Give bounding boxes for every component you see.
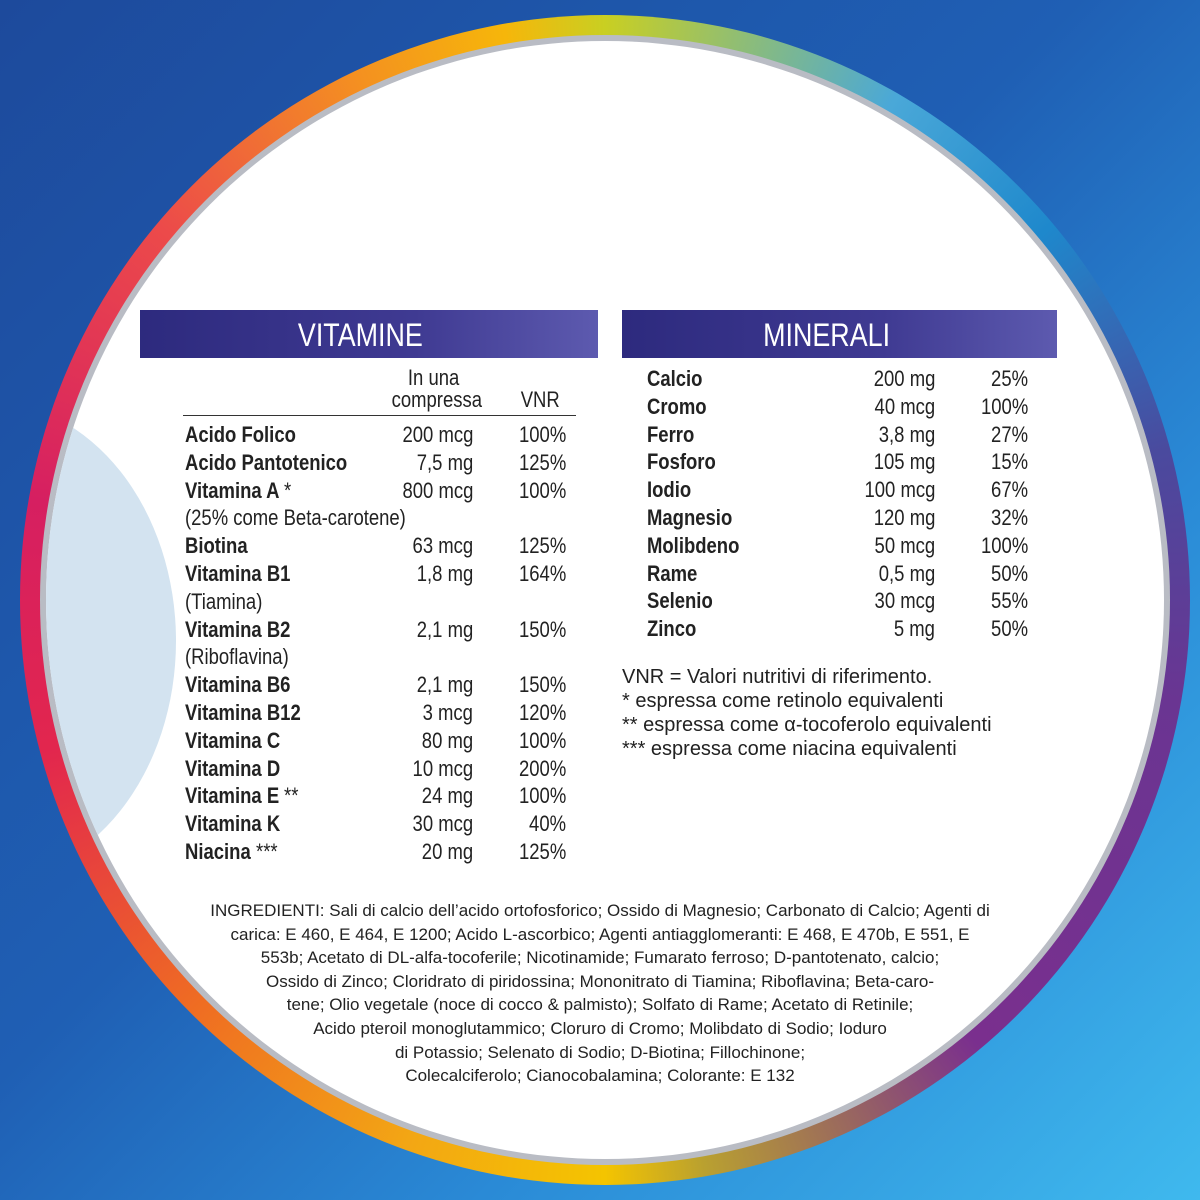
vnr: 15% [991,449,1029,475]
nutrient-name: Niacina [185,839,251,864]
mineral-name: Fosforo [647,449,716,475]
amount: 24 mg [421,783,474,809]
ingredients-line: Colecalciferolo; Cianocobalamina; Colora… [405,1066,795,1086]
vnr: 125% [519,533,567,559]
amount: 120 mg [873,505,936,530]
mineral-name: Molibdeno [647,532,740,558]
footnote: *** espressa come niacina equivalenti [622,738,957,760]
mineral-name: Ferro [647,421,695,447]
amount: 50 mcg [874,532,936,558]
amount: 200 mg [873,366,936,391]
vnr: 100% [981,393,1029,419]
nutrient-note: (Tiamina) [185,588,263,614]
amount: 63 mcg [412,533,474,559]
footnote: ** espressa come α-tocoferolo equivalent… [622,714,992,736]
vnr: 200% [519,755,567,781]
footnote-mark: *** [255,839,278,864]
nutrient-name: Vitamina K [185,811,281,837]
amount: 5 mg [893,616,935,642]
amount: 1,8 mg [416,561,474,586]
nutrient-name: Biotina [185,533,248,559]
mineral-name: Calcio [647,366,703,391]
vnr: 120% [519,700,567,725]
footnote: VNR = Valori nutritivi di riferimento. [622,666,933,688]
nutrient-name: Vitamina B6 [185,672,291,698]
column-header: In una [407,365,459,390]
footnote: * espressa come retinolo equivalenti [622,690,944,712]
amount: 10 mcg [412,755,474,781]
ingredients-line: INGREDIENTI: Sali di calcio dell’acido o… [210,901,990,920]
nutrient-name: Acido Folico [185,422,296,447]
ingredients-line: di Potassio; Selenato di Sodio; D-Biotin… [394,1042,806,1062]
vnr: 100% [519,727,567,753]
mineral-name: Cromo [647,393,707,419]
vitamins-header-bar [140,310,598,358]
column-header: compressa [391,387,482,412]
nutrient-name: Vitamina B1 [185,561,291,586]
vnr: 40% [529,811,567,837]
nutrient-name: Vitamina B12 [185,700,301,725]
nutrient-note: (25% come Beta-carotene) [185,505,406,531]
vnr: 100% [519,783,567,809]
amount: 20 mg [421,839,474,864]
vnr: 55% [991,588,1029,614]
amount: 2,1 mg [416,672,474,698]
mineral-name: Zinco [647,616,697,642]
amount: 3,8 mg [878,421,936,447]
footnote-mark: * [284,477,292,503]
vnr: 67% [991,477,1029,503]
nutrient-name: Vitamina E [185,783,280,809]
amount: 105 mg [873,449,936,475]
amount: 0,5 mg [878,560,936,586]
amount: 80 mg [421,727,474,753]
header-rule [183,415,576,416]
amount: 100 mcg [864,477,936,503]
column-header: VNR [520,387,560,412]
vnr: 50% [991,616,1029,642]
nutrient-name: Vitamina A [185,477,280,503]
vnr: 100% [519,422,567,447]
ingredients-line: tene; Olio vegetale (noce di cocco & pal… [286,995,914,1015]
section-title: MINERALI [762,317,890,353]
label-disc [46,41,1164,1159]
mineral-name: Magnesio [647,505,733,530]
amount: 30 mcg [874,588,936,614]
nutrient-name: Acido Pantotenico [185,449,348,475]
footnote-mark: ** [284,783,299,809]
nutrient-name: Vitamina B2 [185,616,291,642]
vnr: 150% [519,672,567,698]
vnr: 125% [519,449,567,475]
vnr: 100% [981,532,1029,558]
section-title: VITAMINE [297,317,423,353]
vnr: 125% [519,839,567,864]
mineral-name: Rame [647,560,698,586]
vnr: 150% [519,616,567,642]
ingredients-line: carica: E 460, E 464, E 1200; Acido L-as… [230,924,970,944]
nutrient-name: Vitamina C [185,727,281,753]
vnr: 25% [991,366,1029,391]
ingredients-line: Ossido di Zinco; Cloridrato di piridossi… [265,971,935,991]
vnr: 50% [991,560,1029,586]
vnr: 32% [991,505,1029,530]
pale-arc [46,401,176,881]
nutrient-note: (Riboflavina) [185,644,289,670]
vnr: 27% [991,421,1029,447]
amount: 2,1 mg [416,616,474,642]
amount: 800 mcg [402,477,474,503]
amount: 40 mcg [874,393,936,419]
ingredients-line: Acido pteroil monoglutammico; Cloruro di… [313,1019,887,1038]
mineral-name: Iodio [647,477,692,503]
vnr: 164% [519,561,567,586]
ingredients-line: 553b; Acetato di DL-alfa-tocoferile; Nic… [260,948,940,968]
nutrient-name: Vitamina D [185,755,281,781]
amount: 200 mcg [402,422,474,447]
mineral-name: Selenio [647,588,713,614]
minerals-header-bar [622,310,1057,358]
amount: 3 mcg [422,700,473,725]
amount: 30 mcg [412,811,474,837]
amount: 7,5 mg [416,449,474,475]
vnr: 100% [519,477,567,503]
